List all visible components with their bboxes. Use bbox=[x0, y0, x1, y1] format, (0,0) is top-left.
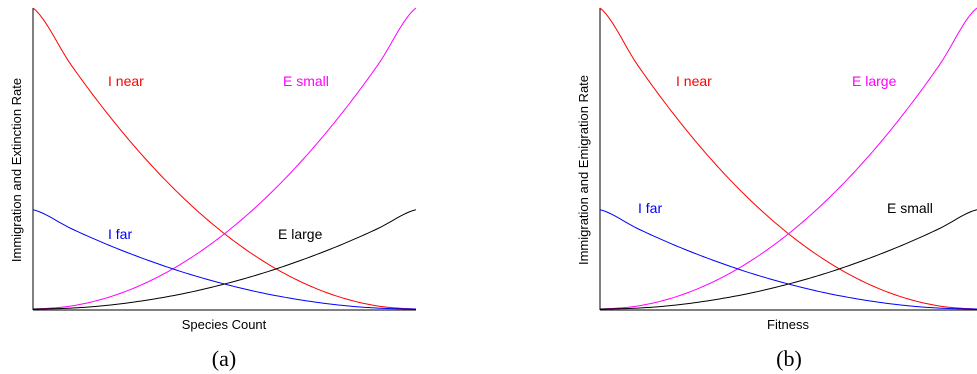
chart-b-label-e-large: E large bbox=[852, 73, 897, 89]
chart-a-series-e-large bbox=[32, 209, 417, 310]
chart-a-series-i-far bbox=[32, 209, 417, 310]
chart-a-series-e-small bbox=[32, 7, 417, 310]
chart-a-label-e-small: E small bbox=[283, 73, 329, 89]
chart-a-caption: (a) bbox=[212, 346, 236, 371]
chart-b-series-e-small bbox=[599, 209, 977, 310]
chart-b-label-i-far: I far bbox=[638, 200, 662, 216]
chart-b-series-group bbox=[599, 7, 977, 310]
chart-a-x-axis-label: Species Count bbox=[182, 317, 267, 332]
chart-b-series-e-large bbox=[599, 7, 977, 310]
chart-a-label-e-large: E large bbox=[278, 226, 323, 242]
chart-a-label-i-far: I far bbox=[108, 226, 132, 242]
chart-a-label-i-near: I near bbox=[108, 73, 144, 89]
chart-b-series-i-near bbox=[599, 7, 977, 310]
chart-b-label-e-small: E small bbox=[887, 200, 933, 216]
chart-b-y-axis-label: Immigration and Emigration Rate bbox=[576, 75, 591, 265]
chart-a-series-group bbox=[32, 7, 417, 310]
chart-a-series-i-near bbox=[32, 7, 417, 310]
chart-b-series-i-far bbox=[599, 209, 977, 310]
chart-a-y-axis-label: Immigration and Extinction Rate bbox=[9, 78, 24, 262]
chart-b: I near E large I far E small Fitness Imm… bbox=[576, 7, 977, 371]
chart-b-x-axis-label: Fitness bbox=[767, 317, 809, 332]
chart-b-label-i-near: I near bbox=[676, 73, 712, 89]
chart-b-caption: (b) bbox=[776, 346, 802, 371]
chart-a: I near E small I far E large Species Cou… bbox=[9, 7, 417, 371]
